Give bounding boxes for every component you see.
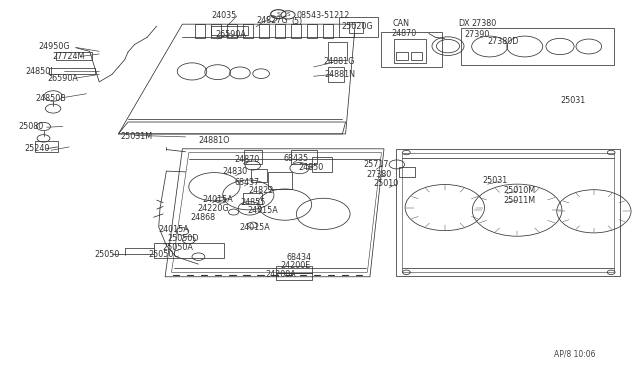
Text: 25031M: 25031M (120, 132, 152, 141)
Text: 24881N: 24881N (324, 70, 355, 79)
Bar (349, 22, 363, 33)
Text: 24200A: 24200A (265, 270, 296, 279)
Bar (211, 24, 221, 38)
Text: 25050C: 25050C (148, 250, 179, 259)
Text: 24015A: 24015A (159, 225, 189, 234)
Bar (312, 157, 332, 172)
Text: 68434: 68434 (287, 253, 312, 262)
Bar (154, 243, 224, 258)
Text: 24015A: 24015A (202, 195, 233, 204)
Text: 24870: 24870 (392, 29, 417, 38)
Bar (35, 141, 58, 152)
Text: 25050D: 25050D (168, 234, 199, 243)
Text: 08543-51212: 08543-51212 (297, 11, 350, 20)
Text: 25080: 25080 (18, 122, 43, 131)
Text: 24015A: 24015A (239, 223, 270, 232)
Bar (328, 67, 344, 82)
Bar (394, 39, 426, 63)
Text: 24950G: 24950G (38, 42, 70, 51)
Bar (323, 24, 333, 38)
Bar (291, 24, 301, 38)
Text: 24827G: 24827G (256, 16, 287, 25)
Text: 24830: 24830 (223, 167, 248, 176)
Text: 27390: 27390 (465, 31, 490, 39)
Bar (227, 24, 237, 38)
Text: 25011M: 25011M (503, 196, 535, 205)
Text: 24220G: 24220G (197, 204, 228, 213)
Text: 27380: 27380 (471, 19, 496, 28)
Text: 24855: 24855 (241, 198, 266, 207)
Bar (291, 150, 317, 164)
Bar (411, 52, 422, 60)
Text: 24850: 24850 (298, 163, 323, 172)
Bar (396, 52, 408, 60)
Bar (259, 24, 269, 38)
Bar (461, 28, 614, 65)
Text: 25010M: 25010M (503, 186, 535, 195)
Bar (243, 24, 253, 38)
Text: 68437: 68437 (234, 178, 259, 187)
Text: 25020G: 25020G (342, 22, 373, 31)
Text: 25031: 25031 (483, 176, 508, 185)
Text: 26590A: 26590A (215, 30, 246, 39)
Text: 24035: 24035 (211, 11, 236, 20)
Text: 27724M: 27724M (52, 52, 85, 61)
Bar (268, 172, 292, 189)
Text: S: S (286, 12, 290, 17)
Bar (275, 24, 285, 38)
Text: 24881O: 24881O (198, 136, 230, 145)
Text: S: S (276, 12, 280, 17)
Text: 25717: 25717 (364, 160, 389, 169)
Text: 68435: 68435 (284, 154, 308, 163)
Bar (276, 273, 312, 280)
Text: 25010: 25010 (374, 179, 399, 188)
Bar (399, 167, 415, 177)
Text: 24200E: 24200E (280, 261, 310, 270)
Bar (195, 24, 205, 38)
Bar (381, 32, 442, 67)
Text: 24868: 24868 (191, 213, 216, 222)
Text: 25050A: 25050A (163, 243, 193, 251)
Text: 25031: 25031 (561, 96, 586, 105)
Text: 24881G: 24881G (323, 57, 355, 66)
Text: 24850B: 24850B (35, 94, 66, 103)
Bar (339, 17, 378, 37)
Text: 25240: 25240 (24, 144, 50, 153)
Text: DX: DX (458, 19, 470, 28)
Text: 27380: 27380 (366, 170, 391, 179)
Bar (49, 68, 95, 74)
Text: 24015A: 24015A (247, 206, 278, 215)
Text: CAN: CAN (393, 19, 410, 28)
Text: 27380D: 27380D (488, 37, 519, 46)
Text: 25050: 25050 (95, 250, 120, 259)
Bar (251, 169, 267, 182)
Bar (56, 52, 92, 60)
Text: AP/8 10:06: AP/8 10:06 (554, 350, 596, 359)
Bar (307, 24, 317, 38)
Bar (243, 193, 262, 204)
Text: (5): (5) (292, 17, 303, 26)
Bar (276, 266, 312, 273)
Text: 24850J: 24850J (26, 67, 53, 76)
Bar (211, 26, 248, 35)
Text: 24822: 24822 (248, 186, 274, 195)
Text: 24870: 24870 (234, 155, 259, 164)
Text: 26590A: 26590A (47, 74, 78, 83)
Bar (328, 42, 347, 60)
Bar (244, 150, 262, 164)
